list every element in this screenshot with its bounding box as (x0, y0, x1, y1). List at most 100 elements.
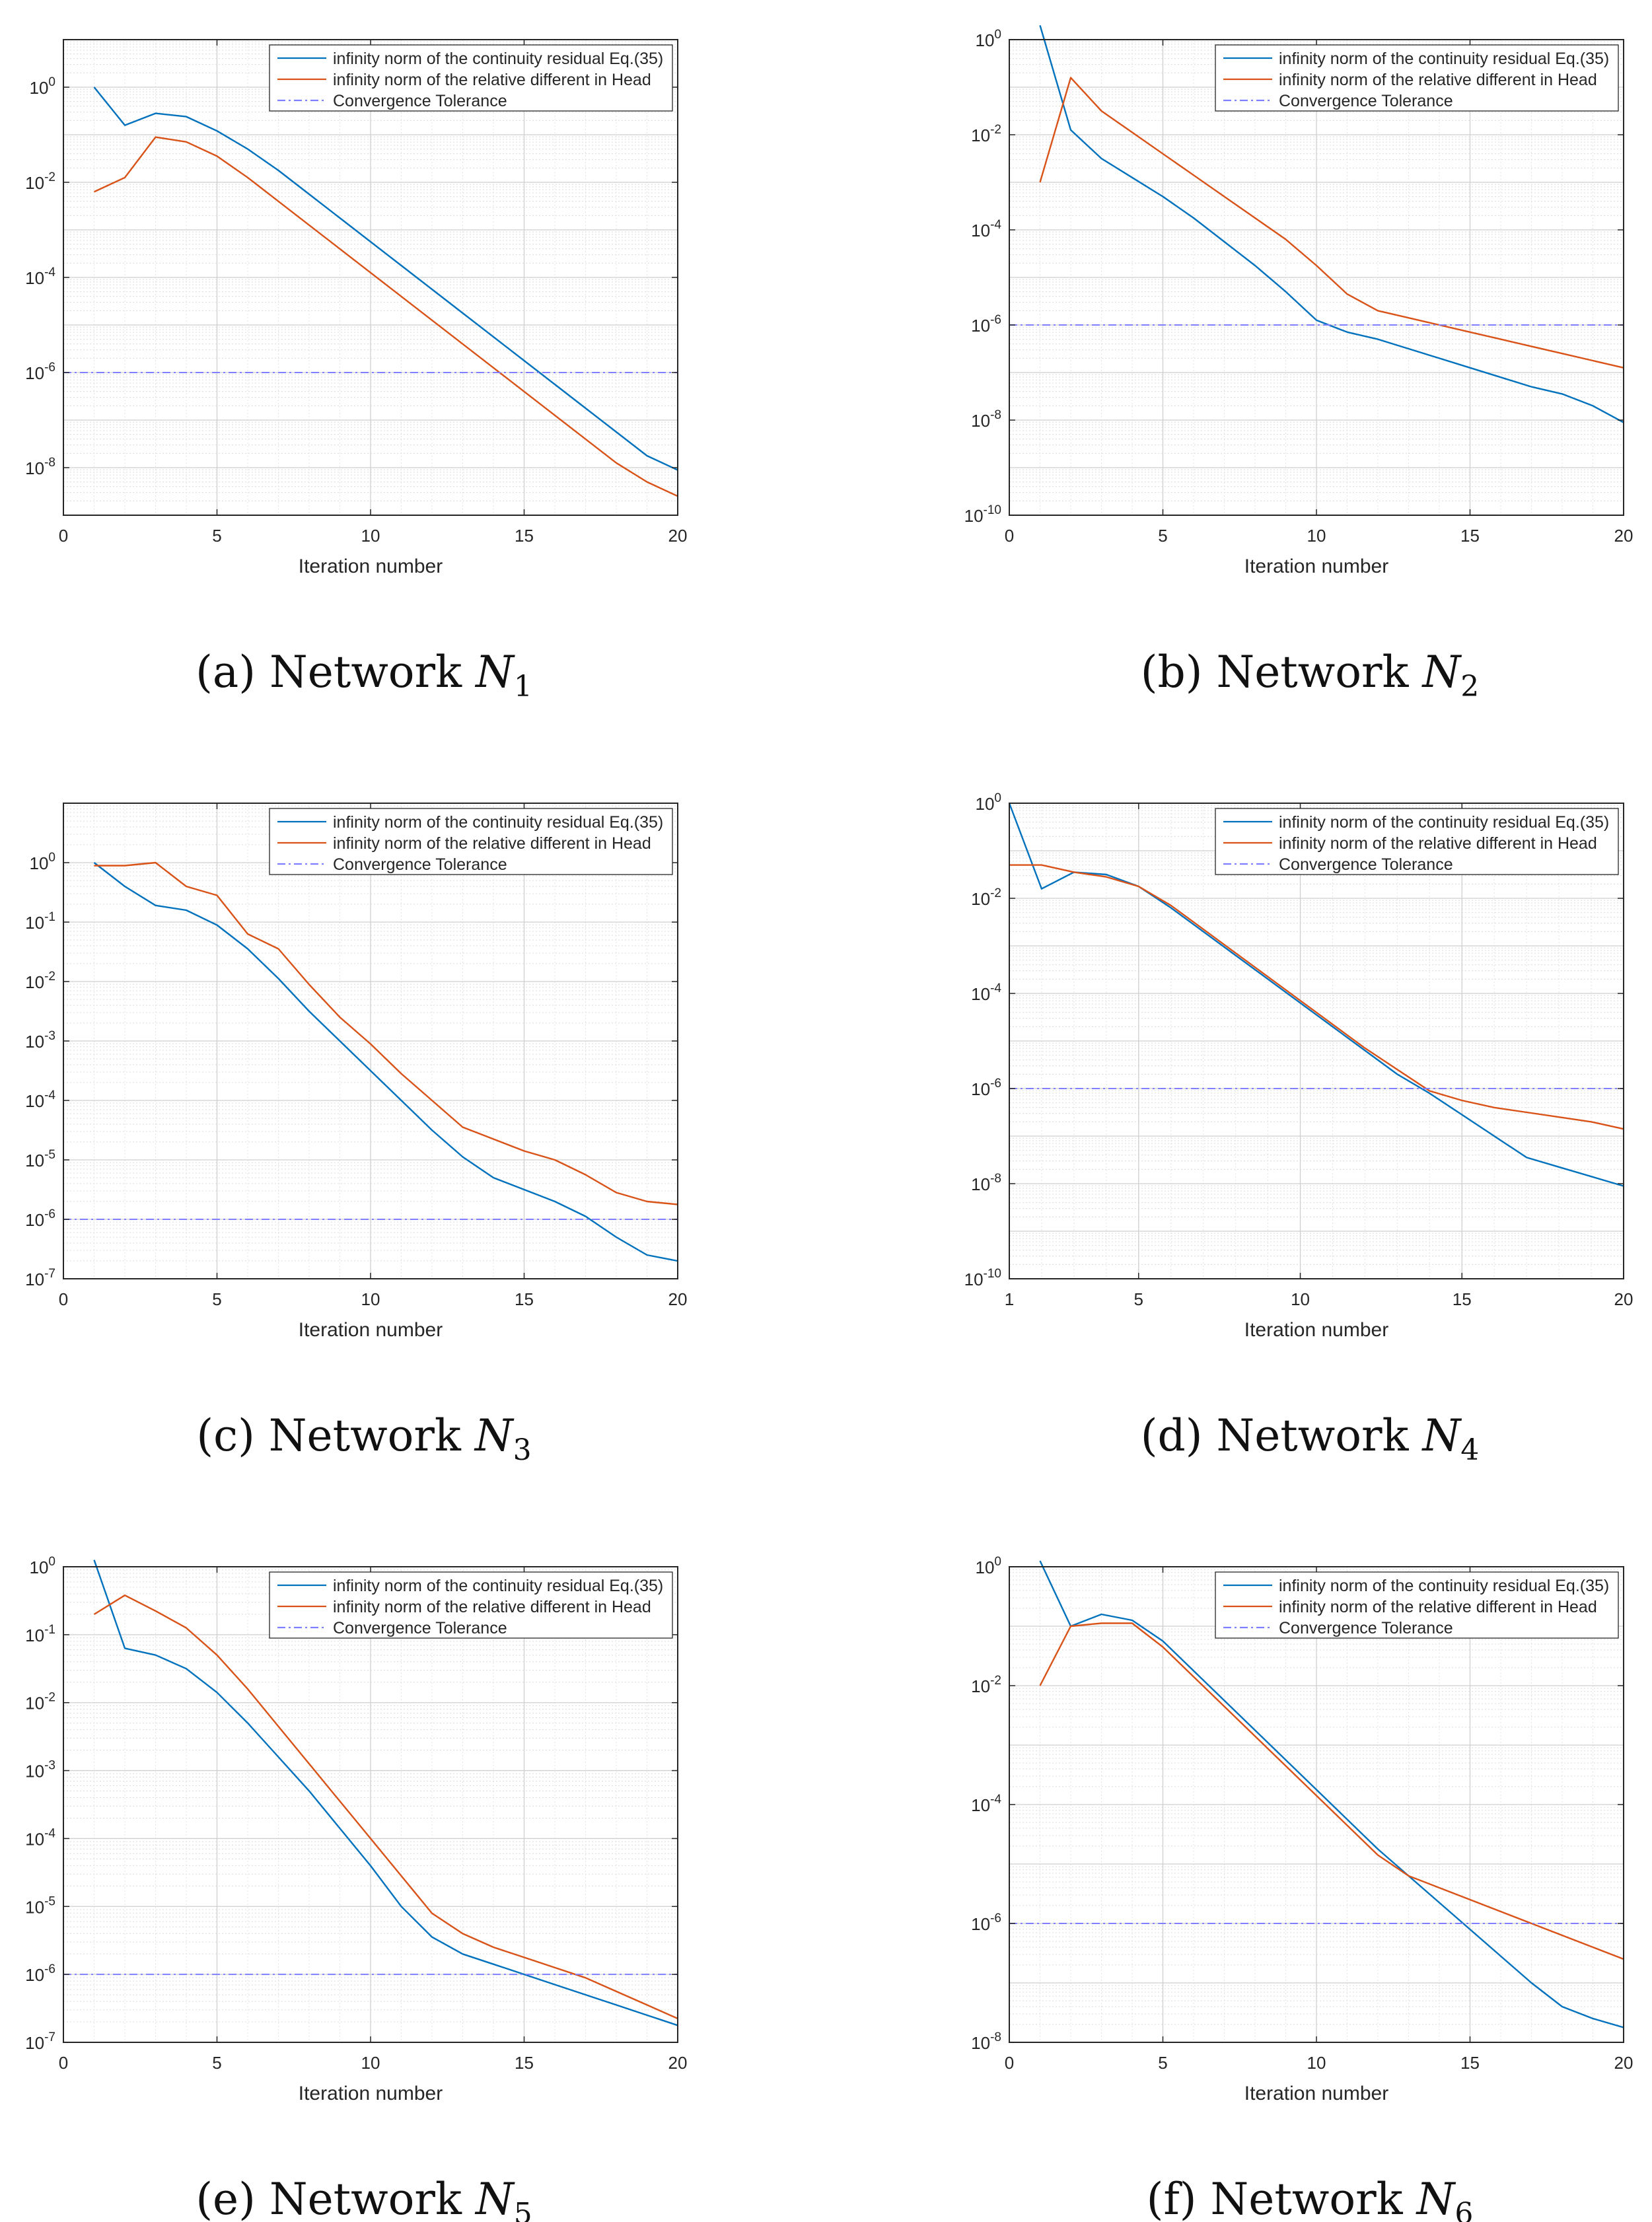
y-tick-label: 10-6 (25, 1207, 55, 1230)
legend-entry: infinity norm of the relative different … (1279, 1598, 1597, 1616)
legend-entry: infinity norm of the continuity residual… (333, 1577, 663, 1595)
x-tick-label: 5 (1134, 1289, 1143, 1309)
x-tick-label: 1 (1005, 1289, 1014, 1309)
x-tick-label: 10 (1291, 1289, 1310, 1309)
series-line-residual (93, 87, 678, 471)
legend-entry: infinity norm of the relative different … (1279, 834, 1597, 853)
subplot-c: 0 5 10 15 20 10-7 10-6 10-5 10-4 10-3 10-2 10-1 100 I… (25, 803, 687, 1467)
x-tick-label: 5 (212, 2053, 221, 2073)
legend-entry: infinity norm of the continuity residual… (1279, 50, 1609, 68)
x-tick-label: 20 (668, 1289, 688, 1309)
x-tick-label: 10 (361, 1289, 380, 1309)
y-tick-label: 10-6 (971, 1077, 1001, 1099)
y-tick-label: 10-7 (25, 2030, 55, 2053)
x-tick-label: 5 (212, 526, 221, 546)
series-line-residual (1039, 1560, 1624, 2028)
legend-entry: infinity norm of the relative different … (1279, 71, 1597, 89)
legend-entry: Convergence Tolerance (333, 855, 507, 874)
subplot-d: 1 5 10 15 2010-1010-810-610-410-2100Iteratio… (964, 791, 1634, 1467)
subplot-a: 0 5 10 15 20 10-8 10-6 10-4 10-2 100 Iteration num… (25, 39, 687, 703)
series-line-head (1039, 77, 1624, 369)
subfigure-caption: (b) Network N2 (1141, 647, 1480, 703)
series-line-residual (1008, 803, 1624, 1187)
legend-entry: Convergence Tolerance (1279, 1619, 1453, 1637)
y-tick-label: 10-1 (25, 1623, 55, 1645)
legend-entry: infinity norm of the relative different … (333, 834, 651, 853)
x-tick-label: 15 (1453, 1289, 1472, 1309)
y-tick-label: 10-5 (25, 1148, 55, 1170)
subfigure-caption: (a) Network N1 (196, 647, 532, 703)
y-tick-label: 10-4 (25, 1089, 55, 1111)
y-tick-label: 10-3 (25, 1029, 55, 1052)
legend-entry: infinity norm of the continuity residual… (333, 50, 663, 68)
x-axis-label: Iteration number (1244, 1319, 1388, 1341)
y-tick-label: 10-4 (971, 1793, 1001, 1815)
x-tick-label: 15 (515, 526, 534, 546)
y-tick-label: 10-6 (25, 1962, 55, 1985)
series-line-residual (93, 1559, 678, 2026)
subfigure-caption: (c) Network N3 (196, 1410, 531, 1467)
x-tick-label: 5 (1158, 2053, 1167, 2073)
series-line-residual (93, 862, 678, 1262)
legend-entry: Convergence Tolerance (333, 92, 507, 110)
x-axis-label: Iteration number (1244, 2083, 1388, 2104)
y-tick-label: 10-8 (25, 456, 55, 478)
x-axis-label: Iteration number (299, 2083, 443, 2104)
subfigure-caption: (f) Network N6 (1147, 2174, 1474, 2222)
y-tick-label: 10-5 (25, 1894, 55, 1917)
legend-box (1215, 1571, 1619, 1639)
y-tick-label: 10-2 (971, 886, 1001, 909)
legend-box (1215, 808, 1619, 875)
x-tick-label: 20 (1614, 2053, 1634, 2073)
series-line-head (93, 1594, 678, 2020)
y-tick-label: 100 (976, 1555, 1002, 1577)
series-line-residual (1039, 25, 1624, 423)
y-tick-label: 10-2 (971, 123, 1001, 145)
subfigure-caption: (d) Network N4 (1141, 1410, 1480, 1467)
legend-entry: infinity norm of the relative different … (333, 71, 651, 89)
y-tick-label: 10-4 (971, 218, 1001, 240)
y-tick-label: 100 (976, 28, 1002, 50)
x-tick-label: 15 (1460, 2053, 1480, 2073)
y-tick-label: 10-7 (25, 1267, 55, 1289)
x-tick-label: 10 (1307, 526, 1326, 546)
x-axis-label: Iteration number (299, 556, 443, 577)
y-tick-label: 10-6 (971, 1912, 1001, 1934)
y-tick-label: 10-8 (971, 408, 1001, 431)
legend-entry: infinity norm of the continuity residual… (1279, 1577, 1609, 1595)
x-axis-label: Iteration number (1244, 556, 1388, 577)
subfigure-caption: (e) Network N5 (196, 2174, 532, 2222)
series-line-head (1039, 1622, 1624, 1960)
legend-box (269, 44, 673, 112)
x-tick-label: 15 (515, 1289, 534, 1309)
legend-box (269, 1571, 673, 1639)
x-tick-label: 5 (1158, 526, 1167, 546)
series-line-head (93, 136, 678, 497)
x-tick-label: 10 (361, 526, 380, 546)
x-tick-label: 0 (59, 1289, 68, 1309)
y-tick-label: 10-8 (971, 2030, 1001, 2053)
y-tick-label: 10-2 (25, 970, 55, 992)
legend-box (1215, 44, 1619, 112)
y-tick-label: 10-4 (25, 266, 55, 288)
legend-entry: infinity norm of the continuity residual… (1279, 813, 1609, 832)
y-tick-label: 10-1 (25, 910, 55, 933)
y-tick-label: 100 (30, 1555, 56, 1577)
y-tick-label: 10-2 (25, 170, 55, 193)
series-line-head (1009, 864, 1624, 1130)
y-tick-label: 10-2 (971, 1674, 1001, 1696)
y-tick-label: 10-2 (25, 1691, 55, 1713)
x-tick-label: 10 (1307, 2053, 1326, 2073)
legend-entry: Convergence Tolerance (1279, 855, 1453, 874)
legend-entry: infinity norm of the continuity residual… (333, 813, 663, 832)
y-tick-label: 10-10 (964, 503, 1001, 526)
x-tick-label: 15 (1460, 526, 1480, 546)
y-tick-label: 10-4 (971, 982, 1001, 1004)
y-tick-label: 10-4 (25, 1826, 55, 1849)
y-tick-label: 100 (30, 851, 56, 873)
y-tick-label: 10-10 (964, 1267, 1001, 1289)
subplot-f: 0 5 10 15 20 10-8 10-6 10-4 10-2 100 Iteration num… (971, 1555, 1633, 2222)
legend-entry: Convergence Tolerance (1279, 92, 1453, 110)
x-tick-label: 0 (1005, 526, 1014, 546)
